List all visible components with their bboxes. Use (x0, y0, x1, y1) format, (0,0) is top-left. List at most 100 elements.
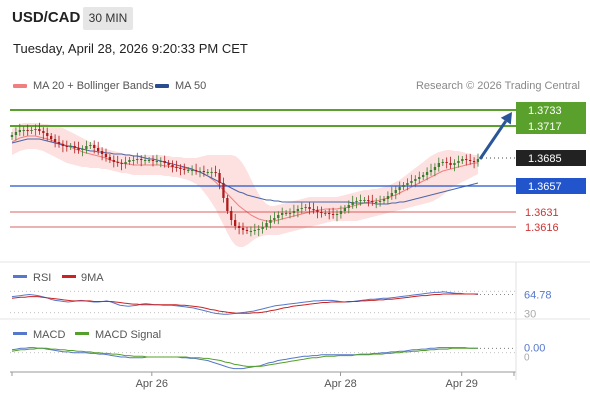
candle-body (73, 146, 76, 148)
candle-body (77, 148, 80, 150)
ma20-line (11, 135, 478, 222)
forecast-arrow-icon (500, 112, 512, 125)
candle-body (472, 161, 476, 162)
candle-body (288, 213, 292, 214)
candle-body (285, 213, 288, 214)
candle-body (100, 151, 104, 154)
candle-body (414, 179, 417, 181)
candle-body (222, 183, 225, 198)
candle-body (257, 229, 260, 230)
target-level-label: 1.3733 (528, 105, 562, 117)
candle-body (359, 200, 362, 201)
candle-body (155, 161, 158, 162)
candle-body (104, 154, 108, 157)
candle-body (183, 169, 186, 170)
rsi-last-value-label: 64.78 (524, 290, 552, 302)
rsi-swatch-icon (13, 275, 27, 278)
macd-signal-legend-label: MACD Signal (95, 329, 161, 341)
interval-button[interactable]: 30 MIN (83, 7, 133, 30)
legend-label-ma50: MA 50 (175, 80, 207, 92)
candle-body (238, 226, 241, 228)
candle-body (245, 230, 249, 231)
candle-body (324, 213, 327, 214)
candle-body (163, 161, 166, 163)
candle-body (328, 213, 331, 214)
rsi-ma-legend-label: 9MA (81, 272, 104, 284)
candle-body (296, 209, 299, 211)
candle-body (18, 130, 21, 132)
symbol-title: USD/CAD (12, 9, 81, 26)
candle-body (425, 172, 429, 175)
candle-body (46, 133, 49, 136)
candle-body (461, 159, 464, 161)
candle-body (304, 207, 307, 208)
candle-body (394, 190, 397, 193)
rsi-ma-line (11, 293, 478, 314)
legend-label-ma20: MA 20 + Bollinger Bands (33, 80, 154, 92)
macd-swatch-icon (13, 332, 27, 335)
candle-body (57, 142, 61, 144)
candle-body (108, 157, 111, 160)
ma50-line (11, 138, 479, 205)
macd-last-value-label: 0.00 (524, 342, 545, 354)
candle-body (187, 170, 190, 171)
candle-body (469, 160, 472, 161)
research-credit: Research © 2026 Trading Central (415, 80, 580, 92)
rsi-legend-label: RSI (33, 272, 51, 284)
candle-body (418, 177, 421, 179)
x-tick-label: Apr 26 (136, 378, 168, 390)
candle-body (69, 146, 72, 147)
candle-body (10, 135, 14, 137)
candle-body (410, 181, 413, 183)
candle-body (65, 146, 68, 147)
candle-body (300, 208, 303, 209)
rsi-line (11, 291, 479, 315)
candle-body (26, 130, 29, 131)
candle-body (277, 215, 280, 218)
candle-body (390, 193, 393, 196)
candle-body (269, 220, 272, 223)
candle-body (179, 168, 182, 169)
macd-signal-swatch-icon (75, 332, 89, 335)
candle-body (261, 227, 264, 229)
candle-body (445, 162, 448, 163)
pivot-level-label: 1.3657 (528, 181, 562, 193)
candle-body (136, 159, 139, 160)
candle-body (316, 210, 319, 212)
candle-body (159, 161, 162, 162)
candle-body (320, 212, 323, 213)
candle-body (230, 211, 233, 220)
candle-body (386, 196, 390, 199)
forecast-arrow-shaft (478, 120, 508, 160)
candle-body (308, 207, 311, 209)
candle-body (120, 163, 123, 164)
candle-body (249, 231, 252, 232)
candle-body (147, 160, 151, 161)
candle-body (210, 172, 213, 173)
candle-body (167, 163, 170, 165)
candle-body (206, 172, 209, 173)
macd-line (11, 347, 478, 370)
legend-item-ma20: MA 20 + Bollinger Bands (13, 80, 154, 92)
candle-body (34, 129, 37, 130)
candle-body (128, 160, 131, 162)
candle-body (367, 200, 370, 201)
current-price-label: 1.3685 (528, 153, 562, 165)
candle-body (61, 144, 64, 146)
candle-body (375, 202, 378, 203)
current-price-tag (516, 150, 586, 166)
candle-body (175, 167, 178, 168)
candle-body (93, 145, 96, 148)
ma50-swatch-icon (155, 84, 169, 89)
candle-body (124, 162, 127, 164)
candle-body (234, 220, 237, 226)
candle-body (218, 173, 221, 183)
candle-body (429, 170, 433, 172)
support-level-label: 1.3616 (525, 222, 559, 234)
candle-body (241, 228, 245, 230)
timestamp: Tuesday, April 28, 2026 9:20:33 PM CET (13, 41, 248, 56)
candle-body (449, 163, 452, 165)
candle-body (116, 162, 119, 163)
candle-body (281, 213, 284, 215)
